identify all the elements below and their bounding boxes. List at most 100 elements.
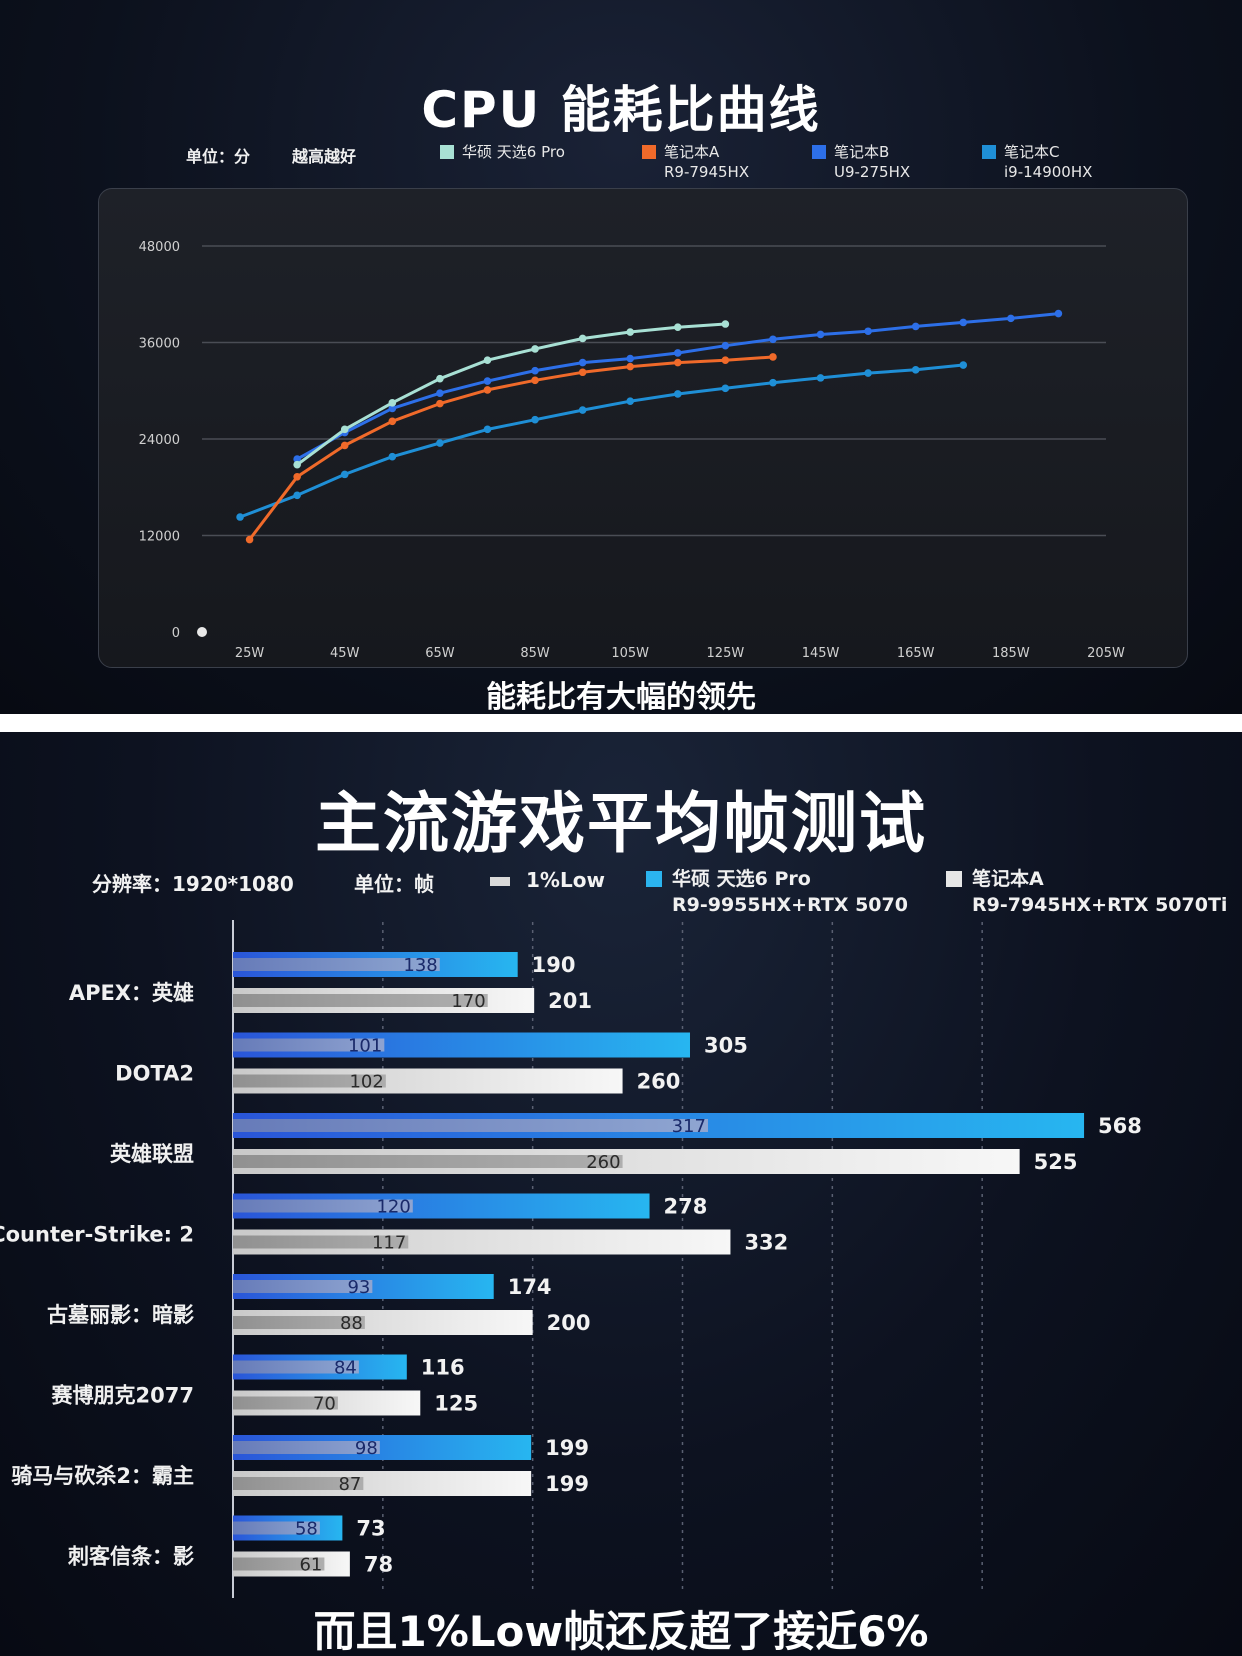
data-point [340,441,349,450]
data-point [1054,309,1063,318]
legend-label-laptop-c: 笔记本C [1004,143,1060,161]
data-point [1007,314,1015,323]
origin-dot [197,627,207,637]
plot-frame [98,188,1188,668]
bar-low [233,1477,364,1490]
data-point [769,378,777,387]
category-label: 英雄联盟 [110,1142,194,1166]
data-point [245,535,254,544]
bar-value-label: 568 [1098,1114,1142,1138]
data-point [483,386,492,394]
legend-swatch-low [490,877,510,886]
bar-low-label: 88 [340,1313,363,1334]
data-point [340,470,349,479]
bar-low-label: 87 [338,1474,361,1495]
category-label: 古墓丽影：暗影 [47,1303,194,1327]
bar-value-label: 199 [545,1472,589,1496]
cpu-chart-note: 越高越好 [292,147,357,166]
bar-low-label: 117 [372,1233,406,1254]
x-tick-label: 165W [897,646,935,661]
data-point [721,356,730,364]
legend-label-asus: 华硕 天选6 Pro [462,143,565,161]
bar-value-label: 174 [508,1275,552,1299]
data-point [911,366,920,374]
data-point [388,404,397,413]
data-point [626,362,635,371]
data-point [483,356,492,364]
data-point [673,358,682,367]
series-line [296,322,726,466]
x-tick-label: 185W [992,646,1030,661]
category-label: 刺客信条：影 [68,1545,194,1569]
fps-unit: 单位：帧 [354,872,434,896]
data-point [673,349,682,357]
data-point [531,345,539,353]
data-point [578,334,587,343]
bar-low [233,1316,365,1329]
bar-low-label: 170 [451,991,485,1012]
fps-chart-caption: 而且1%Low帧还反超了接近6% [313,1607,929,1656]
data-point [769,353,777,361]
data-point [293,460,301,469]
bar-value-label: 116 [421,1356,465,1380]
legend-sub-laptop-c: i9-14900HX [1004,163,1093,181]
cpu-efficiency-panel: CPU 能耗比曲线 单位：分 越高越好 华硕 天选6 Pro 笔记本A R9-7… [0,0,1242,714]
data-point [436,439,444,447]
bar-low [233,1074,386,1088]
data-point [388,399,397,407]
fps-legend-swatch-laptop-a [946,871,962,887]
bar-low-label: 98 [355,1438,378,1459]
x-tick-label: 105W [611,646,649,661]
legend-swatch-laptop-b [812,145,826,159]
data-point [959,361,968,369]
fps-legend-swatch-asus [646,871,662,887]
bar-value-label: 78 [364,1553,393,1577]
data-point [578,358,587,367]
data-point [578,368,587,377]
fps-resolution: 分辨率：1920*1080 [92,872,294,896]
data-point [864,369,872,377]
data-point [293,491,301,500]
series-line [248,355,774,541]
data-point [293,455,301,463]
legend-swatch-asus [440,145,454,159]
legend-label-laptop-b: 笔记本B [834,143,890,161]
bar-low-label: 84 [334,1358,357,1379]
data-point [578,406,587,414]
y-tick-label: 24000 [139,433,180,448]
bar-value-label: 278 [664,1195,708,1219]
bar-low [233,1557,325,1571]
legend-swatch-laptop-c [982,145,996,159]
x-tick-label: 45W [330,646,360,661]
fps-legend-label-laptop-a: 笔记本A [972,868,1044,890]
data-point [816,374,825,382]
data-point [236,513,244,521]
legend-item-low: 1%Low [490,868,605,892]
y-tick-label: 12000 [139,530,180,545]
bar-low-label: 120 [376,1197,410,1218]
x-tick-label: 125W [707,646,745,661]
data-point [436,389,444,397]
x-tick-label: 85W [520,646,550,661]
bar-low [233,1235,409,1249]
data-point [531,376,539,385]
data-point [959,318,968,327]
data-point [293,472,301,481]
bar-low [233,1280,373,1293]
legend-label-low: 1%Low [526,868,605,892]
bar-low [233,1199,413,1213]
data-point [531,415,539,424]
data-point [721,341,730,350]
bar-value-label: 201 [548,989,592,1013]
bar-value-label: 190 [532,953,576,977]
bar-value-label: 332 [744,1231,788,1255]
bar-value-label: 199 [545,1436,589,1460]
data-point [911,322,920,331]
data-point [626,354,635,363]
bar-value-label: 73 [356,1517,385,1541]
bar-low-label: 260 [586,1152,620,1173]
bar-low [233,1360,359,1374]
x-tick-label: 65W [425,646,455,661]
category-label: Counter-Strike: 2 [0,1223,194,1247]
bar-low-label: 58 [295,1519,318,1540]
